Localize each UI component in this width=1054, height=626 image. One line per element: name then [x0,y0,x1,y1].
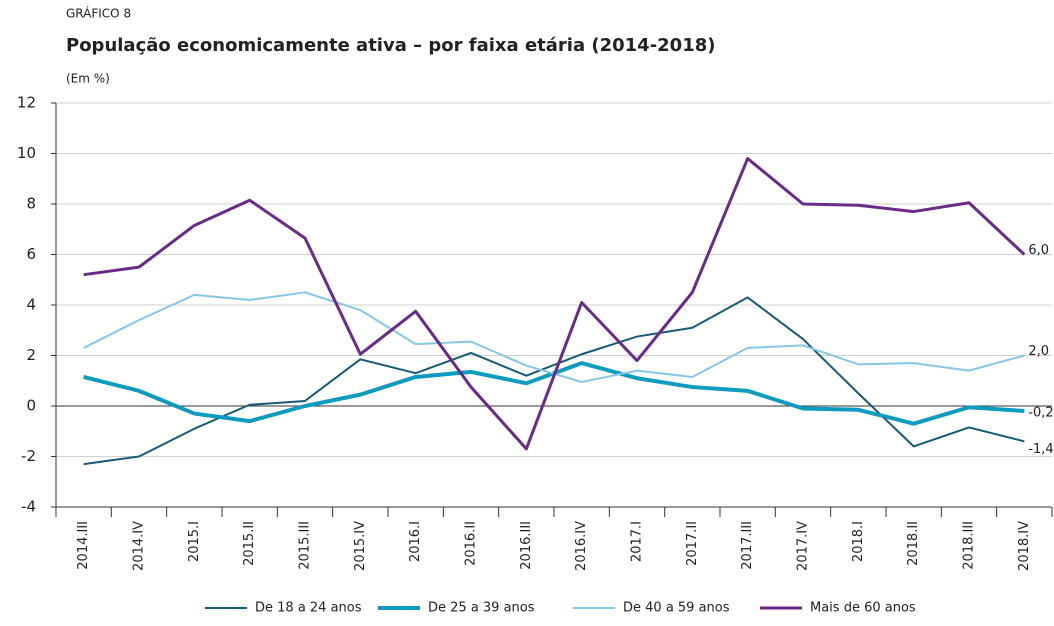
y-tick-label: 6 [26,245,36,263]
x-tick-label: 2017.I [630,521,645,562]
chart-label: GRÁFICO 8 [66,6,131,21]
value-label: 6,0 [1028,243,1049,258]
x-tick-label: 2018.III [962,521,977,570]
x-tick-label: 2018.II [906,521,921,566]
y-tick-label: -4 [21,498,36,516]
x-tick-label: 2015.II [242,521,257,566]
series-line [83,291,1025,384]
series-line [83,296,1025,466]
y-tick-label: -2 [21,447,36,465]
x-tick-label: 2014.III [76,521,91,570]
x-tick-label: 2015.III [298,521,313,570]
value-label: 2,0 [1028,344,1049,359]
legend-label: De 25 a 39 anos [428,601,535,616]
x-tick-label: 2015.I [187,521,202,562]
value-label: -1,4 [1028,442,1053,457]
value-label: -0,2 [1028,406,1053,421]
x-tick-label: 2016.III [519,521,534,570]
legend-label: De 18 a 24 anos [255,601,362,616]
y-tick-label: 0 [26,397,36,415]
chart-title: População economicamente ativa – por fai… [66,35,716,56]
x-tick-label: 2016.IV [574,521,589,571]
x-tick-label: 2017.III [740,521,755,570]
legend-label: De 40 a 59 anos [623,601,730,616]
y-tick-label: 12 [17,94,36,112]
x-tick-label: 2018.IV [1017,521,1032,571]
x-tick-label: 2016.I [408,521,423,562]
y-tick-label: 8 [26,195,36,213]
x-tick-label: 2017.II [685,521,700,566]
series-line [83,157,1026,451]
chart-subtitle: (Em %) [66,72,110,86]
y-tick-label: 2 [26,346,36,364]
legend-label: Mais de 60 anos [810,601,916,616]
x-tick-label: 2015.IV [353,521,368,571]
x-tick-label: 2018.I [851,521,866,562]
x-tick-label: 2016.II [464,521,479,566]
x-tick-label: 2014.IV [132,521,147,571]
x-tick-label: 2017.IV [796,521,811,571]
y-tick-label: 10 [17,144,36,162]
y-tick-label: 4 [26,296,36,314]
